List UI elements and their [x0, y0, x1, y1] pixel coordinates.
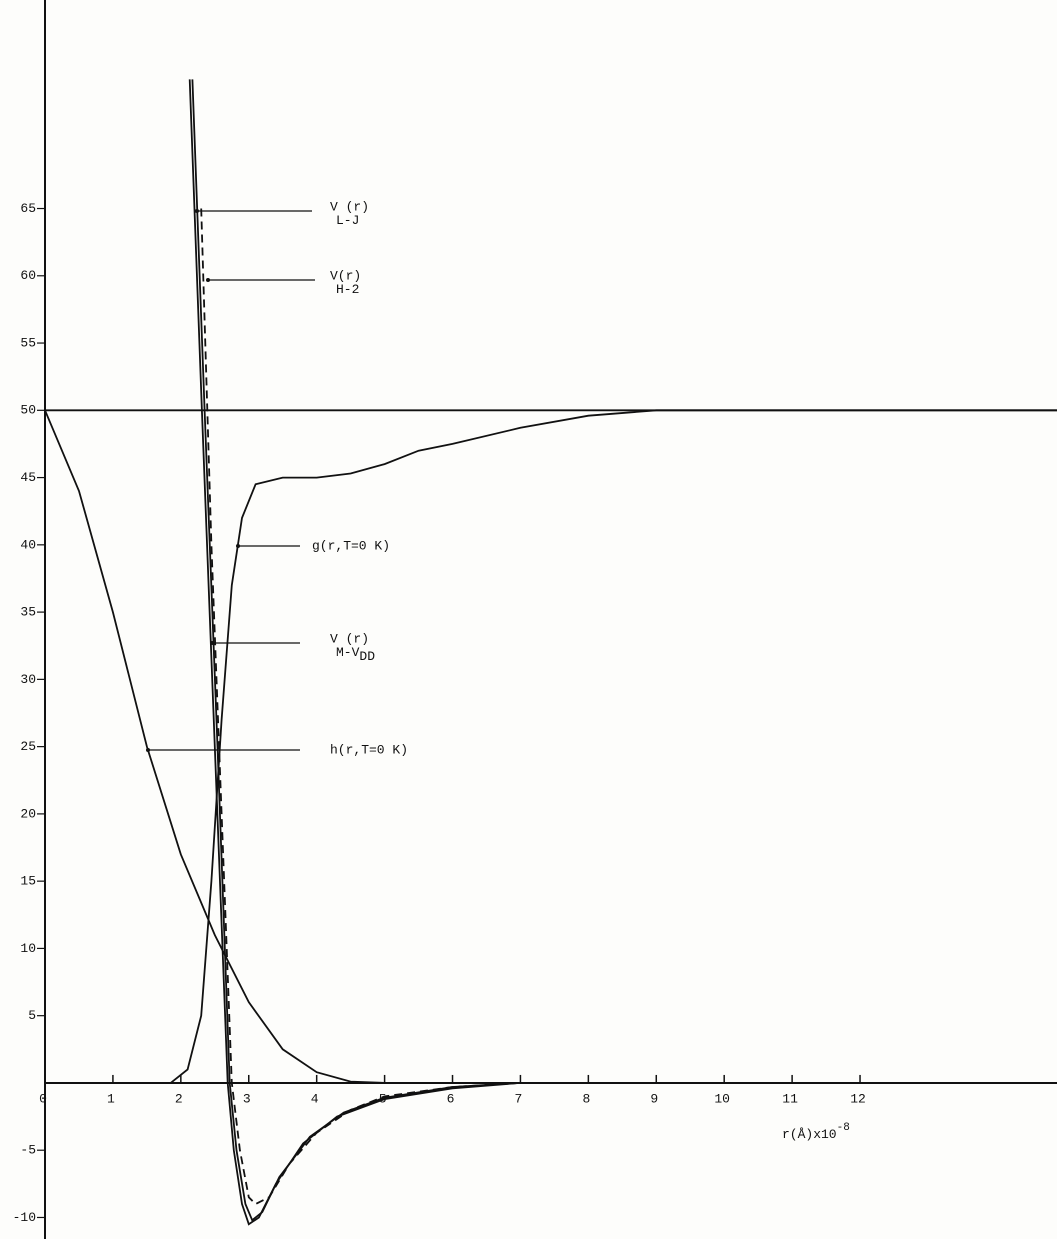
x-tick-label: 4	[311, 1091, 319, 1106]
background	[0, 0, 1057, 1239]
annotation-dot	[146, 748, 150, 752]
y-tick-label: -10	[13, 1210, 36, 1225]
y-tick-label: -5	[20, 1143, 36, 1158]
y-tick-label: 60	[20, 268, 36, 283]
y-tick-label: 55	[20, 335, 36, 350]
annotation-sub: H-2	[336, 282, 359, 297]
annotation-text: V(r)	[330, 268, 361, 283]
x-tick-label: 12	[850, 1091, 866, 1106]
y-tick-label: 30	[20, 672, 36, 687]
annotation-subsub: DD	[359, 649, 375, 664]
y-tick-label: 5	[28, 1008, 36, 1023]
x-tick-label: 0	[39, 1091, 47, 1106]
y-tick-label: 45	[20, 470, 36, 485]
chart: -10-551015202530354045505560650123456789…	[0, 0, 1057, 1239]
annotation-subscript: L-J	[336, 213, 359, 228]
x-tick-label: 9	[650, 1091, 658, 1106]
annotation-text: V (r)	[330, 631, 369, 646]
y-tick-label: 40	[20, 537, 36, 552]
x-tick-label: 1	[107, 1091, 115, 1106]
annotation-dot	[236, 544, 240, 548]
x-tick-label: 3	[243, 1091, 251, 1106]
x-label-exponent: -8	[837, 1122, 850, 1134]
x-tick-label: 2	[175, 1091, 183, 1106]
y-tick-label: 65	[20, 201, 36, 216]
annotation-text: g(r,T=0 K)	[312, 538, 390, 553]
x-tick-label: 8	[582, 1091, 590, 1106]
y-tick-label: 35	[20, 605, 36, 620]
x-tick-label: 6	[447, 1091, 455, 1106]
annotation-dot	[195, 209, 199, 213]
annotation-subscript: H-2	[336, 282, 359, 297]
x-tick-label: 11	[782, 1091, 798, 1106]
y-tick-label: 10	[20, 941, 36, 956]
annotation-text: h(r,T=0 K)	[330, 742, 408, 757]
annotation-sub: L-J	[336, 213, 359, 228]
y-tick-label: 20	[20, 806, 36, 821]
annotation-text: V (r)	[330, 199, 369, 214]
x-tick-label: 7	[515, 1091, 523, 1106]
x-label-text: r(Å)x10	[782, 1127, 837, 1142]
x-tick-label: 10	[714, 1091, 730, 1106]
y-tick-label: 15	[20, 874, 36, 889]
y-tick-label: 50	[20, 403, 36, 418]
annotation-sub: M-V	[336, 645, 360, 660]
y-tick-label: 25	[20, 739, 36, 754]
annotation-dot	[210, 641, 214, 645]
annotation-dot	[206, 278, 210, 282]
